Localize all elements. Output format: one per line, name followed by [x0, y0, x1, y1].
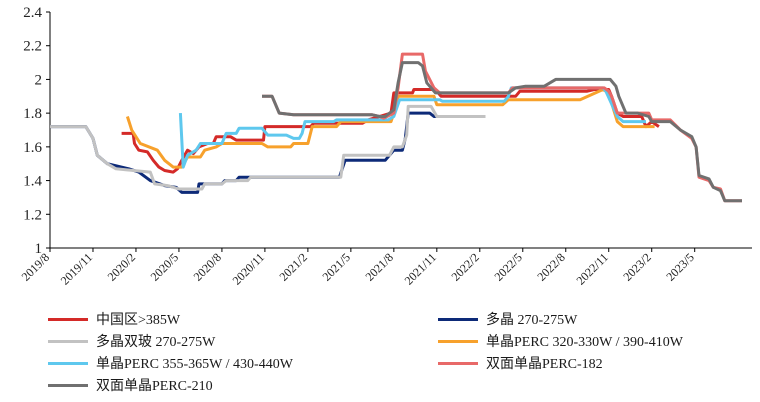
- legend-item-multi-270: 多晶 270-275W: [438, 308, 577, 330]
- series-lines: [50, 52, 742, 203]
- legend-label: 多晶 270-275W: [486, 313, 578, 328]
- legend-label: 双面单晶PERC-182: [486, 357, 603, 372]
- series-line-2: [50, 104, 486, 191]
- legend-swatch: [48, 339, 88, 343]
- y-tick-label: 2.4: [23, 5, 42, 21]
- legend-item-china-385w: 中国区>385W: [48, 308, 180, 330]
- x-tick-label: 2023/5: [663, 250, 696, 283]
- legend-swatch: [438, 361, 478, 365]
- series-line-6: [262, 61, 742, 203]
- legend-swatch: [438, 339, 478, 343]
- legend-item-perc-320: 单晶PERC 320-330W / 390-410W: [438, 330, 683, 352]
- legend-item-multi-dual-glass: 多晶双玻 270-275W: [48, 330, 215, 352]
- x-tick-label: 2023/2: [620, 250, 653, 283]
- legend-item-bifacial-210: 双面单晶PERC-210: [48, 374, 213, 396]
- legend-label: 双面单晶PERC-210: [96, 379, 213, 394]
- x-tick-label: 2020/11: [230, 250, 267, 287]
- y-tick-label: 1: [35, 241, 43, 257]
- y-tick-label: 2.2: [23, 39, 42, 55]
- y-tick-label: 1.8: [23, 106, 42, 122]
- x-tick-label: 2022/2: [448, 250, 481, 283]
- x-tick-label: 2020/2: [105, 250, 138, 283]
- legend-label: 单晶PERC 320-330W / 390-410W: [486, 335, 683, 350]
- legend-label: 单晶PERC 355-365W / 430-440W: [96, 357, 293, 372]
- legend-item-bifacial-182: 双面单晶PERC-182: [438, 352, 603, 374]
- y-tick-label: 1.4: [23, 174, 42, 190]
- legend-label: 多晶双玻 270-275W: [96, 335, 216, 350]
- x-tick-label: 2020/8: [191, 250, 224, 283]
- y-tick-label: 1.6: [23, 140, 42, 156]
- x-tick-label: 2019/11: [58, 250, 95, 287]
- legend-swatch: [48, 317, 88, 321]
- x-tick-label: 2021/5: [320, 250, 353, 283]
- legend: 中国区>385W 多晶 270-275W 多晶双玻 270-275W 单晶PER…: [48, 308, 748, 400]
- x-tick-label: 2020/5: [148, 250, 181, 283]
- legend-swatch: [48, 383, 88, 387]
- y-tick-label: 1.2: [23, 207, 42, 223]
- x-tick-label: 2021/2: [277, 250, 310, 283]
- legend-swatch: [48, 361, 88, 365]
- x-tick-label: 2021/11: [402, 250, 439, 287]
- legend-label: 中国区>385W: [96, 313, 181, 328]
- legend-item-perc-355: 单晶PERC 355-365W / 430-440W: [48, 352, 293, 374]
- x-tick-label: 2021/8: [362, 250, 395, 283]
- series-line-0: [121, 88, 660, 174]
- legend-swatch: [438, 317, 478, 321]
- y-tick-label: 2: [35, 72, 43, 88]
- x-tick-label: 2022/8: [534, 250, 567, 283]
- x-tick-label: 2022/11: [573, 250, 610, 287]
- series-line-3: [125, 88, 655, 169]
- x-tick-label: 2022/5: [491, 250, 524, 283]
